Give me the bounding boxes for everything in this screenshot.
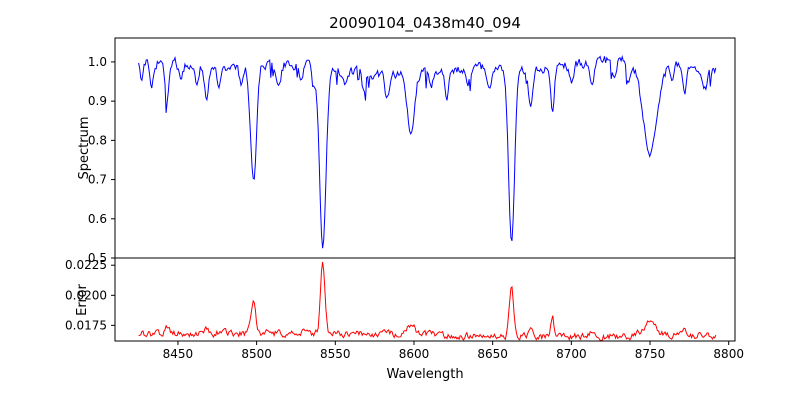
- x-tick-label: 8500: [241, 347, 272, 361]
- y-tick-label: 0.5: [88, 251, 107, 265]
- y-tick-label: 0.6: [88, 212, 107, 226]
- x-tick-label: 8450: [163, 347, 194, 361]
- y-axis-label-error: Error: [75, 284, 90, 316]
- x-tick-label: 8600: [399, 347, 430, 361]
- x-tick-label: 8650: [477, 347, 508, 361]
- y-tick-label: 0.8: [88, 133, 107, 147]
- x-tick-label: 8550: [320, 347, 351, 361]
- panel-border-error: [114, 257, 736, 342]
- spectrum-line: [138, 54, 717, 249]
- y-tick-label: 0.7: [88, 173, 107, 187]
- chart-title: 20090104_0438m40_094: [329, 14, 521, 33]
- x-axis-label: Wavelength: [386, 367, 463, 382]
- chart-layer: 8450 8500 8550 8600 8650 8700 8750 8800 0.5 0.6 0.…: [65, 37, 744, 361]
- y-tick-label: 0.0200: [65, 288, 107, 302]
- x-tick-label: 8750: [635, 347, 666, 361]
- x-tick-label: 8700: [556, 347, 587, 361]
- y-tick-label: 0.0225: [65, 258, 107, 272]
- y-axis-label-spectrum: Spectrum: [77, 117, 92, 180]
- y-tick-label: 1.0: [88, 55, 107, 69]
- y-tick-label: 0.0175: [65, 318, 107, 332]
- y-tick-label: 0.9: [88, 94, 107, 108]
- x-tick-label: 8800: [713, 347, 744, 361]
- error-line: [138, 261, 717, 341]
